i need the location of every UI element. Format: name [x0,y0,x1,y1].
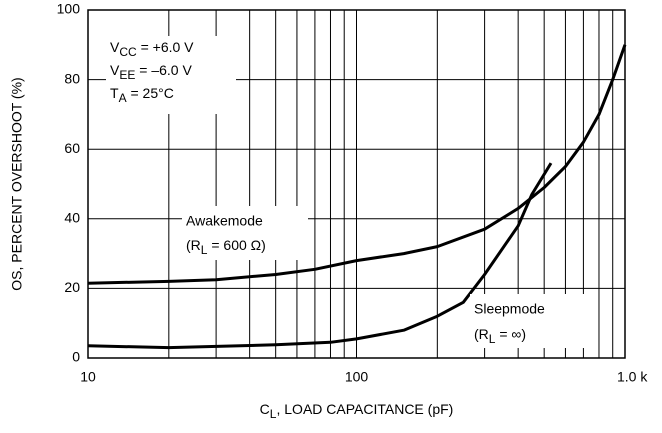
x-axis-label-main: C [260,401,270,417]
series-label-bg [182,206,308,260]
annotation: VCC = +6.0 V [110,39,194,59]
annotation-sub: CC [119,45,137,59]
annotation-rest: = –6.0 V [135,62,192,78]
series-note-rest: = 600 Ω) [207,237,265,253]
series-label: Awakemode [186,213,263,229]
y-tick-label: 60 [64,140,80,156]
y-axis-label: OS, PERCENT OVERSHOOT (%) [9,77,25,290]
y-tick-label: 80 [64,70,80,86]
x-axis-label-sub: L [270,407,277,421]
series-note: (RL = ∞) [474,326,526,346]
series-label-bg [470,294,596,348]
x-tick-label: 10 [80,369,96,385]
x-axis-label: CL, LOAD CAPACITANCE (pF) [260,401,454,421]
x-axis-label-rest: , LOAD CAPACITANCE (pF) [276,401,453,417]
series-note-main: (R [474,326,489,342]
line [87,44,627,285]
y-tick-label: 0 [72,349,80,365]
annotation-main: V [110,62,120,78]
line [87,162,553,350]
series-note-sub: L [489,332,496,346]
series-note-rest: = ∞) [495,326,526,342]
annotation-main: V [110,39,120,55]
plot-frame [87,9,626,359]
annotation-main: T [110,85,119,101]
annotation-rest: = 25°C [127,85,174,101]
annotation-sub: EE [119,68,135,82]
y-tick-label: 20 [64,279,80,295]
annotation-bg [106,36,236,114]
y-tick-label: 100 [57,1,81,17]
series-note-sub: L [201,243,208,257]
x-tick-label: 100 [345,369,369,385]
annotation: VEE = –6.0 V [110,62,192,82]
series-label: Sleepmode [474,301,545,317]
annotation-rest: = +6.0 V [137,39,194,55]
x-tick-label: 1.0 k [617,369,648,385]
y-tick-label: 40 [64,210,80,226]
annotation: TA = 25°C [110,85,174,105]
annotation-sub: A [119,91,127,105]
series-note-main: (R [186,237,201,253]
series-note: (RL = 600 Ω) [186,237,266,257]
